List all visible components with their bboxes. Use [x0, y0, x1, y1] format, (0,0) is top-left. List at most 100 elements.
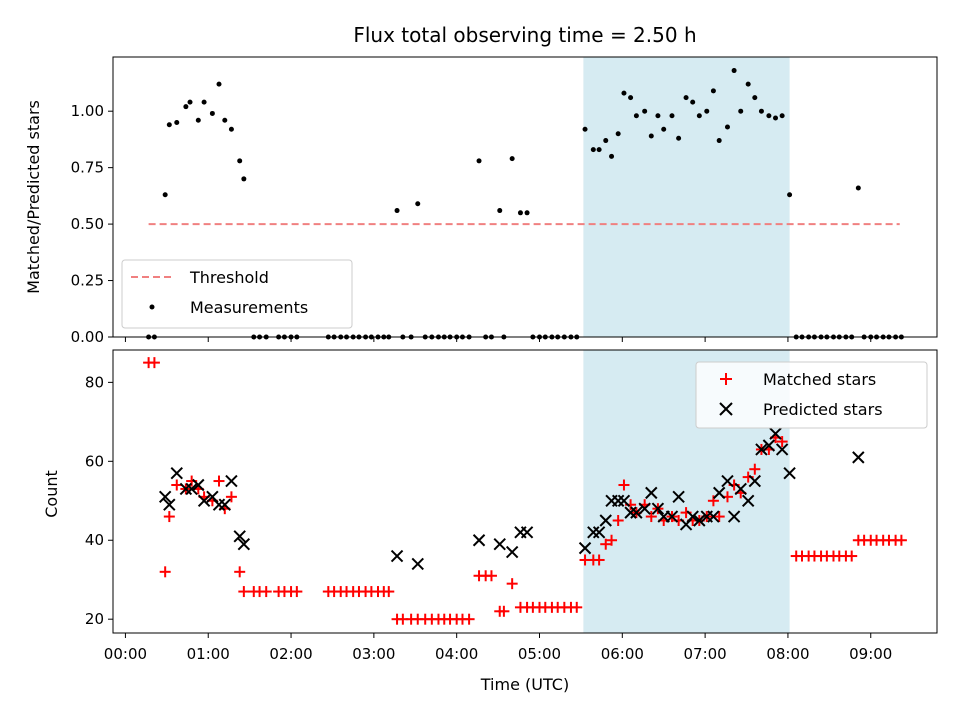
matched-star-point	[238, 586, 250, 598]
matched-star-point	[707, 495, 719, 507]
x-tick-label: 04:00	[435, 645, 478, 663]
predicted-star-point	[651, 502, 665, 515]
predicted-star-point	[520, 526, 534, 539]
predicted-star-point	[624, 506, 637, 519]
top-y-tick-label: 0.25	[71, 272, 104, 290]
measurement-point	[690, 99, 696, 105]
chart-title: Flux total observing time = 2.50 h	[353, 23, 696, 47]
bottom-y-tick-label: 20	[85, 610, 104, 628]
legend-matched-swatch	[720, 373, 732, 385]
predicted-star-point	[225, 474, 238, 488]
predicted-star-point	[179, 482, 193, 496]
top-y-tick-label: 1.00	[71, 102, 104, 120]
measurement-point	[241, 176, 247, 182]
predicted-star-point	[638, 502, 651, 515]
measurement-point	[752, 95, 758, 101]
matched-star-point	[213, 475, 225, 487]
top-highlight-band	[583, 57, 790, 337]
matched-star-point	[749, 463, 761, 475]
matched-star-point	[260, 586, 272, 598]
top-y-tick-label: 0.75	[71, 159, 104, 177]
predicted-star-point	[712, 486, 726, 500]
matched-star-point	[618, 479, 630, 491]
measurement-point	[415, 201, 421, 207]
measurement-point	[517, 210, 523, 216]
measurement-point	[696, 113, 702, 119]
predicted-star-point	[411, 557, 424, 571]
predicted-star-point	[158, 490, 172, 504]
matched-star-point	[846, 550, 858, 562]
predicted-star-point	[185, 482, 198, 496]
measurement-point	[590, 147, 596, 153]
measurement-point	[661, 126, 667, 132]
measurement-point	[166, 122, 172, 128]
predicted-star-point	[233, 530, 246, 543]
predicted-star-point	[611, 494, 625, 507]
measurement-point	[476, 158, 482, 164]
legend-predicted-swatch	[719, 402, 733, 416]
measurement-point	[609, 153, 615, 159]
top-legend-box	[121, 259, 353, 329]
matched-star-point	[606, 534, 618, 546]
measurement-point	[596, 147, 602, 153]
predicted-star-point	[686, 510, 699, 523]
top-y-tick-label: 0.00	[71, 328, 104, 346]
top-axes-frame	[112, 56, 938, 338]
measurement-point	[195, 117, 201, 123]
matched-star-point	[463, 613, 475, 625]
x-axis-label: Time (UTC)	[480, 675, 569, 694]
x-tick-label: 06:00	[601, 645, 644, 663]
predicted-star-point	[630, 506, 643, 519]
measurement-point	[201, 99, 207, 105]
measurement-point	[222, 117, 228, 123]
measurement-point	[615, 131, 621, 137]
top-y-tick-label: 0.50	[71, 215, 104, 233]
predicted-star-point	[237, 537, 251, 551]
measurement-point	[582, 126, 588, 132]
top-x-ticks	[124, 337, 872, 342]
top-panel: 0.00 0.25 0.50 0.75 1.00 Matched/Predicted s…	[24, 56, 938, 346]
measurement-point	[676, 135, 682, 141]
bottom-y-ticks: 20 40 60 80	[85, 373, 113, 628]
measurement-point	[738, 108, 744, 114]
x-tick-label: 09:00	[849, 645, 892, 663]
matched-star-point	[645, 511, 657, 523]
measurement-point	[497, 208, 503, 214]
predicted-star-point	[693, 514, 706, 527]
matched-star-point	[612, 515, 624, 527]
predicted-star-point	[493, 537, 506, 551]
measurement-point	[183, 104, 189, 110]
predicted-star-point	[727, 510, 741, 523]
matched-star-point	[159, 566, 171, 578]
x-tick-label: 02:00	[269, 645, 312, 663]
measurement-point	[216, 81, 222, 87]
predicted-star-point	[212, 498, 226, 511]
measurement-point	[237, 158, 243, 164]
measurement-point	[655, 113, 661, 119]
measurement-point	[162, 192, 168, 198]
measurement-point	[209, 110, 215, 116]
predicted-star-point	[197, 494, 211, 507]
measurement-point	[683, 95, 689, 101]
matched-star-point	[506, 578, 518, 590]
matched-star-point	[163, 511, 175, 523]
bottom-x-ticks: 00:00 01:00 02:00 03:00 04:00 05:00 06:00 07:00…	[104, 633, 892, 663]
predicted-star-point	[769, 427, 782, 440]
bottom-y-axis-label: Count	[42, 470, 61, 518]
measurement-point	[855, 185, 861, 191]
predicted-star-point	[852, 451, 865, 464]
x-tick-label: 00:00	[104, 645, 147, 663]
measurement-point	[773, 115, 779, 121]
matched-star-point	[776, 436, 788, 448]
matched-star-point	[571, 601, 583, 613]
matched-star-point	[225, 491, 237, 503]
measurement-point	[787, 192, 793, 198]
measurement-point	[731, 68, 737, 74]
measurement-point	[710, 88, 716, 94]
predicted-star-point	[505, 545, 519, 559]
measurement-point	[716, 138, 722, 144]
matched-star-point	[485, 570, 497, 582]
matched-star-point	[600, 538, 612, 550]
matched-star-point	[713, 511, 725, 523]
predicted-star-point	[734, 482, 747, 496]
